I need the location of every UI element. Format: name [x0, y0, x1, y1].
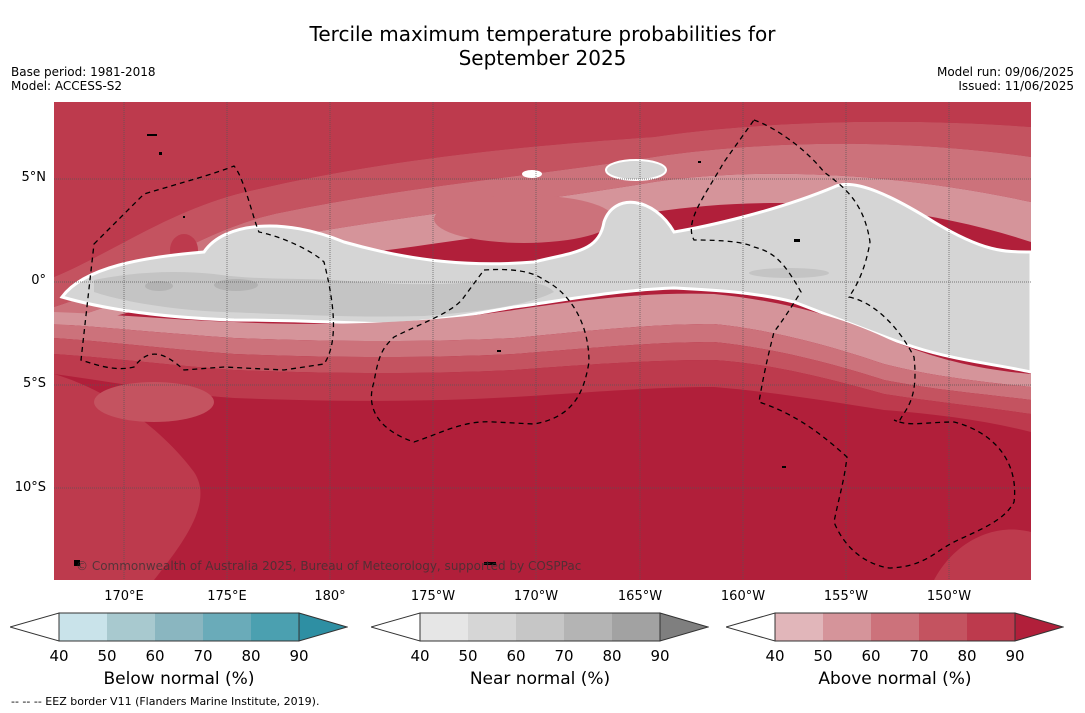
- near-normal-70a: [145, 281, 173, 291]
- islands: [74, 134, 800, 566]
- colorbar-below-tick-80: 80: [241, 647, 261, 665]
- colorbar-below-title: Below normal (%): [103, 669, 255, 689]
- colorbar-above-tick-50: 50: [813, 647, 833, 665]
- colorbar-above-tick-60: 60: [861, 647, 881, 665]
- colorbar-above-swatch-4: [919, 613, 967, 641]
- colorbar-near-tick-80: 80: [602, 647, 622, 665]
- colorbar-near-swatch-3: [516, 613, 564, 641]
- south-band-70: [54, 338, 1031, 414]
- colorbar-below-swatch-1: [59, 613, 107, 641]
- near-normal-70b: [214, 279, 258, 291]
- colorbar-above-tick-70: 70: [909, 647, 929, 665]
- colorbar-above-title: Above normal (%): [818, 669, 972, 689]
- meta-right: Model run: 09/06/2025 Issued: 11/06/2025: [937, 65, 1074, 93]
- lon-label-165w: 165°W: [617, 589, 663, 604]
- colorbar-near-swatch-4: [564, 613, 612, 641]
- map-title-line1: Tercile maximum temperature probabilitie…: [309, 22, 776, 46]
- lat-label-5n: 5°N: [21, 170, 47, 185]
- colorbar-near-tick-50: 50: [458, 647, 478, 665]
- colorbar-above-tick-90: 90: [1005, 647, 1025, 665]
- colorbar-above-low-arrow: [726, 612, 776, 642]
- colorbar-near-title: Near normal (%): [469, 669, 611, 689]
- colorbar-near-high-arrow: [659, 612, 709, 642]
- colorbar-below-tick-90: 90: [289, 647, 309, 665]
- issued-date: Issued: 11/06/2025: [958, 79, 1074, 93]
- south-band-80c: [934, 529, 1031, 580]
- colorbar-above-high-arrow: [1014, 612, 1064, 642]
- colorbar-above-swatch-5: [967, 613, 1015, 641]
- colorbar-below-tick-60: 60: [145, 647, 165, 665]
- colorbar-above-swatch-1: [775, 613, 823, 641]
- north-band-80: [54, 102, 1031, 277]
- map-title-line2: September 2025: [458, 46, 627, 70]
- colorbar-below-svg: [10, 612, 348, 642]
- probability-map: © Commonwealth of Australia 2025, Bureau…: [54, 102, 1031, 580]
- lat-label-10s: 10°S: [14, 480, 46, 495]
- colorbar-above-tick-40: 40: [765, 647, 785, 665]
- lon-label-150w: 150°W: [926, 589, 972, 604]
- colorbar-near-normal: 40 50 60 70 80 90 Near normal (%): [371, 612, 709, 689]
- base-period: Base period: 1981-2018: [11, 65, 156, 79]
- colorbar-above-swatch-2: [823, 613, 871, 641]
- colorbar-near-tick-70: 70: [554, 647, 574, 665]
- lon-label-175e: 175°E: [207, 589, 247, 604]
- colorbar-near-swatch-1: [420, 613, 468, 641]
- lon-label-160w: 160°W: [720, 589, 766, 604]
- colorbar-above-tick-80: 80: [957, 647, 977, 665]
- colorbar-above-svg: [726, 612, 1064, 642]
- colorbar-below-tick-70: 70: [193, 647, 213, 665]
- map-title: Tercile maximum temperature probabilitie…: [0, 22, 1085, 70]
- colorbar-below-high-arrow: [298, 612, 348, 642]
- colorbar-near-low-arrow: [371, 612, 421, 642]
- lon-label-155w: 155°W: [823, 589, 869, 604]
- colorbar-below-normal: 40 50 60 70 80 90 Below normal (%): [10, 612, 348, 689]
- graticule: [54, 102, 1031, 580]
- south-band-50: [54, 293, 1031, 387]
- south-band-60: [54, 324, 1031, 400]
- model-run: Model run: 09/06/2025: [936, 65, 1074, 79]
- colorbar-below-tick-50: 50: [97, 647, 117, 665]
- colorbar-below-swatch-5: [251, 613, 299, 641]
- colorbar-near-tick-40: 40: [410, 647, 430, 665]
- model-name: Model: ACCESS-S2: [11, 79, 123, 93]
- colorbar-below-low-arrow: [10, 612, 60, 642]
- patch-north-1: [434, 195, 614, 243]
- south-band-80: [54, 354, 1031, 432]
- colorbar-near-tick-60: 60: [506, 647, 526, 665]
- lon-label-175w: 175°W: [410, 589, 456, 604]
- lat-label-eq: 0°: [31, 273, 46, 288]
- colorbar-above-normal: 40 50 60 70 80 90 Above normal (%): [726, 612, 1064, 689]
- eez-borders: [80, 119, 1016, 569]
- colorbar-near-tick-90: 90: [650, 647, 670, 665]
- colorbar-above-swatch-3: [871, 613, 919, 641]
- near-normal-dot: [522, 170, 542, 178]
- meta-left: Base period: 1981-2018 Model: ACCESS-S2: [11, 65, 156, 93]
- colorbar-below-swatch-3: [155, 613, 203, 641]
- lon-label-170e: 170°E: [104, 589, 144, 604]
- copyright-text: © Commonwealth of Australia 2025, Bureau…: [76, 559, 582, 573]
- colorbar-below-swatch-4: [203, 613, 251, 641]
- colorbar-below-tick-40: 40: [49, 647, 69, 665]
- near-normal-60a: [94, 272, 554, 317]
- north-band-70: [54, 121, 1031, 307]
- lat-label-5s: 5°S: [22, 376, 46, 391]
- colorbar-below-swatch-2: [107, 613, 155, 641]
- map-canvas: [54, 102, 1031, 580]
- south-band-80b: [54, 374, 201, 580]
- near-normal-islet: [605, 159, 667, 181]
- colorbar-near-swatch-2: [468, 613, 516, 641]
- patch-south-1: [94, 382, 214, 422]
- colorbar-near-svg: [371, 612, 709, 642]
- eez-footer-note: -- -- -- EEZ border V11 (Flanders Marine…: [11, 695, 320, 708]
- lon-label-180: 180°: [314, 589, 346, 604]
- lon-label-170w: 170°W: [513, 589, 559, 604]
- colorbar-near-swatch-5: [612, 613, 660, 641]
